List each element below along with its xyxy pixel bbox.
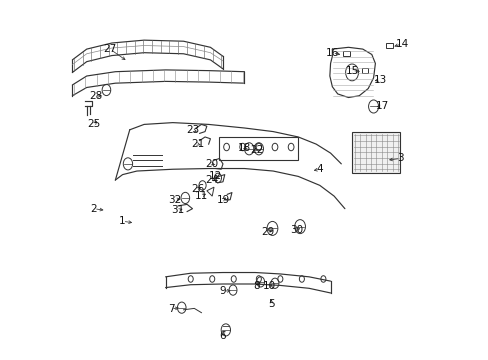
- Text: 32: 32: [167, 195, 181, 205]
- Text: 5: 5: [267, 299, 274, 309]
- Text: 24: 24: [205, 175, 219, 185]
- Text: 7: 7: [167, 304, 174, 314]
- Text: 22: 22: [250, 144, 263, 154]
- Bar: [386, 42, 392, 48]
- Text: 21: 21: [191, 139, 204, 149]
- Text: 15: 15: [345, 66, 358, 76]
- Text: 18: 18: [237, 143, 251, 153]
- Text: 19: 19: [216, 195, 229, 205]
- Text: 2: 2: [90, 204, 97, 214]
- Text: 27: 27: [103, 44, 117, 54]
- Bar: [351, 132, 400, 173]
- Text: 12: 12: [209, 171, 222, 181]
- Text: 10: 10: [263, 281, 276, 291]
- Text: 30: 30: [289, 225, 303, 235]
- Text: 26: 26: [191, 184, 204, 194]
- Text: 14: 14: [395, 39, 408, 49]
- Text: 13: 13: [373, 75, 386, 85]
- Text: 6: 6: [219, 331, 226, 341]
- Text: 31: 31: [171, 206, 184, 216]
- Text: 23: 23: [185, 125, 199, 135]
- Text: 8: 8: [253, 281, 260, 291]
- Text: 11: 11: [194, 191, 208, 201]
- Text: 17: 17: [375, 102, 388, 112]
- Text: 25: 25: [87, 120, 101, 129]
- Text: 1: 1: [119, 216, 125, 226]
- Text: 4: 4: [316, 164, 323, 174]
- Text: 3: 3: [396, 153, 403, 163]
- Text: 20: 20: [205, 159, 218, 169]
- Bar: [219, 137, 298, 160]
- Text: 28: 28: [89, 91, 102, 101]
- Bar: [343, 51, 349, 56]
- Text: 29: 29: [261, 227, 274, 237]
- Text: 9: 9: [219, 286, 226, 296]
- Bar: [361, 68, 367, 73]
- Text: 16: 16: [325, 48, 338, 58]
